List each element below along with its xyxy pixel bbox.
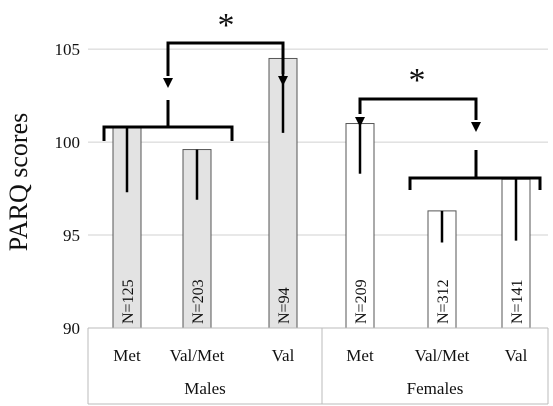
x-group-label: Females — [407, 379, 464, 398]
bar-n-label: N=203 — [190, 279, 207, 324]
axes: 90 95 100 105 Met Val/Met Val Met Val/Met Val Male… — [55, 40, 549, 405]
significance-star: * — [218, 7, 235, 44]
bar-n-label: N=94 — [276, 287, 293, 324]
gridlines — [88, 48, 548, 329]
y-axis-label: PARQ scores — [4, 113, 33, 251]
males-arrow-line — [166, 41, 285, 76]
females-bracket — [408, 166, 542, 190]
bar-labels: N=125 N=203 N=94 N=209 N=312 N=141 — [120, 279, 526, 324]
x-category-label: Val/Met — [415, 346, 470, 365]
x-group-label: Males — [184, 379, 226, 398]
x-category-label: Met — [113, 346, 141, 365]
significance-star: * — [409, 62, 426, 99]
males-arrow-head-left — [163, 78, 173, 88]
x-category-label: Met — [346, 346, 374, 365]
bar-n-label: N=125 — [120, 279, 137, 324]
bar-n-label: N=209 — [353, 279, 370, 324]
females-arrow-head-right — [471, 122, 481, 132]
y-tick-label: 95 — [63, 226, 80, 245]
x-category-label: Val/Met — [170, 346, 225, 365]
bar — [427, 210, 457, 329]
bar-n-label: N=312 — [435, 279, 452, 324]
y-tick-label: 105 — [55, 40, 81, 59]
bar-n-label: N=141 — [509, 279, 526, 324]
x-category-label: Val — [272, 346, 295, 365]
males-arrow-head-right — [278, 76, 288, 86]
x-category-label: Val — [505, 346, 528, 365]
females-arrow-line — [358, 97, 478, 120]
y-tick-label: 100 — [55, 133, 81, 152]
males-bracket — [102, 116, 234, 141]
significance-annotations: ** — [102, 7, 542, 190]
y-tick-label: 90 — [63, 319, 80, 338]
females-arrow-head-left — [355, 117, 365, 127]
